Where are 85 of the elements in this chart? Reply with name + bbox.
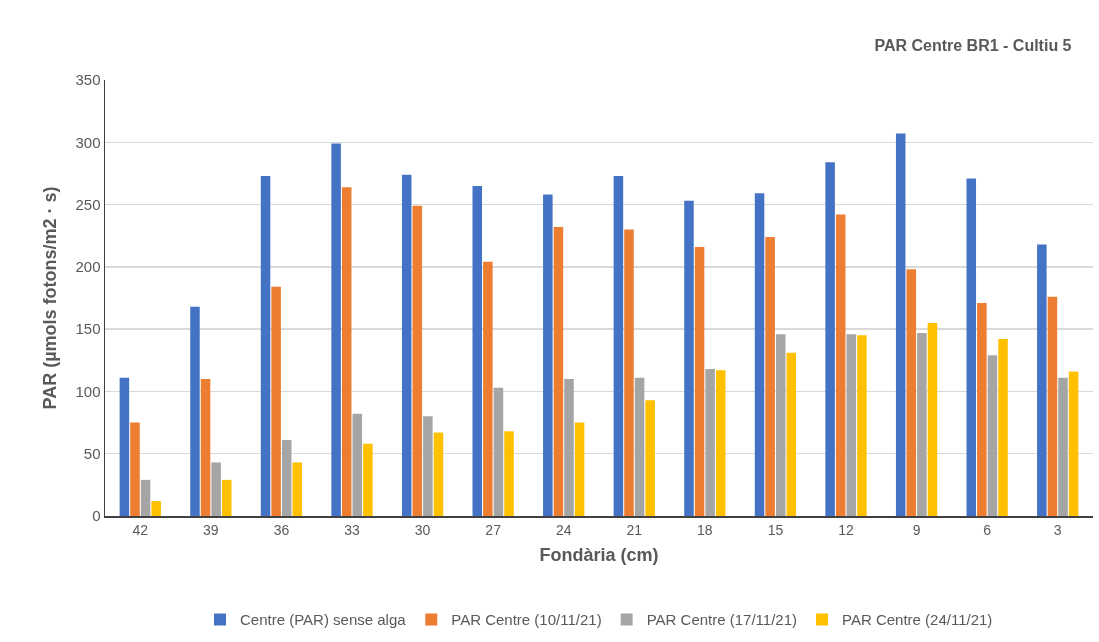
y-tick-label: 0 [92, 507, 101, 525]
bar [331, 143, 341, 516]
bar [927, 322, 938, 516]
bar [130, 422, 140, 516]
y-tick-label: 100 [75, 382, 101, 400]
bar [966, 178, 977, 516]
bar [624, 229, 634, 516]
bar [271, 286, 281, 516]
bar [119, 377, 130, 516]
bar [190, 306, 200, 516]
bar [504, 431, 514, 516]
bar [281, 440, 292, 516]
bar [895, 133, 906, 516]
bar [786, 352, 797, 516]
bar [574, 422, 585, 516]
bar [553, 226, 564, 516]
bar [765, 236, 775, 516]
y-tick-label: 300 [75, 133, 101, 151]
bar [352, 413, 363, 516]
bar [543, 194, 553, 516]
legend-label: PAR Centre (17/11/21) [646, 611, 798, 629]
bar [754, 193, 765, 516]
x-tick-label: 33 [344, 521, 360, 538]
bar [684, 200, 694, 516]
x-tick-label: 3 [1053, 521, 1062, 538]
x-tick-label: 39 [203, 521, 219, 538]
x-tick-label: 30 [414, 521, 431, 538]
bar [645, 400, 655, 516]
x-tick-label: 12 [838, 521, 854, 538]
legend-label: PAR Centre (24/11/21) [842, 611, 993, 629]
bar [634, 377, 645, 516]
bar [151, 501, 161, 516]
bar [825, 162, 835, 516]
bar [211, 462, 221, 516]
legend-label: Centre (PAR) sense alga [240, 611, 407, 629]
bar [1047, 296, 1058, 516]
x-tick-label: 24 [555, 521, 572, 538]
bar [1058, 377, 1068, 516]
bar [221, 479, 232, 516]
bar [292, 462, 303, 516]
bar [341, 187, 352, 516]
bar [423, 416, 433, 516]
bar [987, 355, 998, 516]
x-tick-label: 36 [273, 521, 290, 538]
x-tick-label: 9 [912, 521, 921, 538]
bar [775, 334, 786, 516]
y-axis-title: PAR (µmols fotons/m2 · s) [39, 186, 60, 410]
bar [564, 378, 574, 516]
bar [694, 246, 705, 516]
y-tick-label: 200 [75, 258, 101, 276]
chart-title: PAR Centre BR1 - Cultiu 5 [874, 36, 1072, 54]
bar [1068, 371, 1079, 516]
bar [846, 334, 857, 516]
x-tick-label: 18 [697, 521, 713, 538]
bar [998, 339, 1008, 516]
bar [483, 261, 493, 516]
bar [906, 269, 917, 516]
legend-label: PAR Centre (10/11/21) [451, 611, 602, 629]
bar [472, 185, 483, 516]
x-axis-title: Fondària (cm) [539, 545, 659, 566]
bar [1037, 244, 1047, 516]
x-tick-label: 21 [626, 521, 643, 538]
bar [401, 174, 412, 516]
bar [705, 369, 715, 516]
x-tick-label: 27 [485, 521, 502, 538]
bar [200, 378, 211, 516]
x-tick-label: 6 [983, 521, 992, 538]
bar [140, 479, 151, 516]
y-tick-label: 250 [75, 195, 101, 213]
x-tick-label: 42 [132, 521, 149, 538]
bar [857, 335, 867, 516]
bar [260, 175, 271, 516]
bar [917, 332, 927, 516]
bar [412, 205, 423, 516]
bar [977, 302, 987, 516]
x-tick-label: 15 [767, 521, 784, 538]
bar [835, 214, 846, 516]
y-tick-label: 150 [75, 320, 101, 338]
bar [715, 370, 726, 516]
y-tick-label: 350 [75, 71, 101, 89]
bar [433, 432, 444, 516]
bar [613, 175, 624, 516]
y-tick-label: 50 [83, 444, 101, 462]
bar [363, 443, 373, 516]
bar [493, 387, 504, 516]
